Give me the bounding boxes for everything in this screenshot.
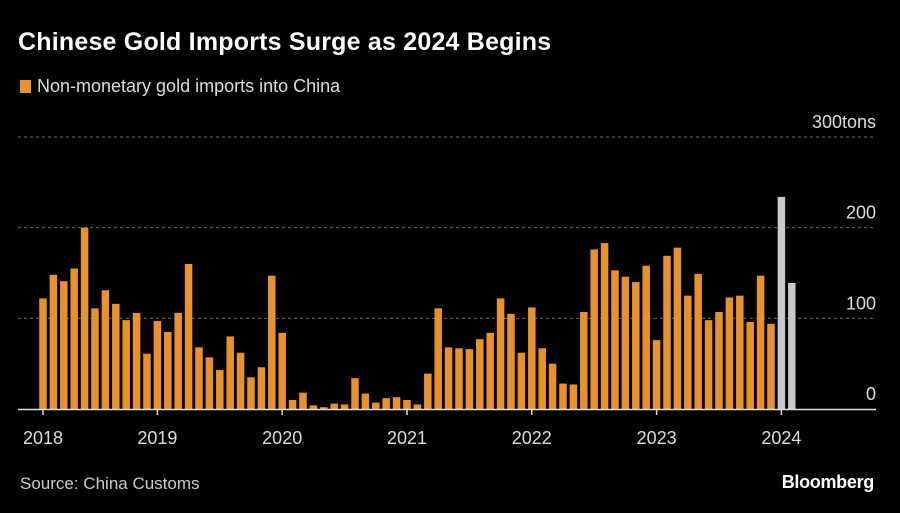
- bar: [153, 321, 162, 409]
- bar: [195, 347, 203, 409]
- y-tick-label: 0: [866, 384, 876, 404]
- bar: [226, 336, 234, 409]
- bar: [122, 320, 130, 409]
- bar: [340, 404, 349, 409]
- bar: [590, 249, 598, 409]
- bar: [715, 311, 723, 409]
- bar: [299, 392, 307, 409]
- bar: [548, 363, 557, 409]
- bar: [80, 227, 89, 409]
- bar: [507, 313, 515, 409]
- bar: [60, 281, 68, 409]
- bar: [288, 399, 297, 409]
- y-tick-label: 100: [846, 293, 876, 313]
- legend-swatch: [20, 80, 31, 93]
- bar: [382, 398, 390, 409]
- bar: [756, 275, 765, 409]
- bar: [580, 311, 588, 409]
- bar: [330, 403, 338, 409]
- bar: [184, 263, 193, 409]
- bar: [403, 399, 411, 409]
- chart-title: Chinese Gold Imports Surge as 2024 Begin…: [18, 28, 552, 56]
- bar: [132, 312, 141, 409]
- bar: [320, 407, 328, 409]
- bar: [101, 290, 110, 409]
- bar: [91, 308, 99, 409]
- bar: [268, 275, 276, 409]
- y-tick-label: 300tons: [812, 112, 876, 132]
- bar: [725, 297, 734, 409]
- bar: [684, 295, 692, 409]
- bar: [372, 402, 380, 409]
- bar: [736, 295, 744, 409]
- bar: [434, 308, 442, 409]
- bar: [496, 298, 505, 409]
- bar: [663, 255, 671, 409]
- x-tick-label: 2023: [637, 428, 677, 448]
- bar: [236, 352, 245, 409]
- bar: [694, 273, 702, 409]
- bar: [247, 377, 255, 409]
- bar: [70, 268, 78, 409]
- legend: Non-monetary gold imports into China: [20, 76, 340, 97]
- bar: [642, 265, 650, 409]
- bar: [538, 348, 546, 409]
- bar: [777, 196, 786, 409]
- y-tick-label: 200: [846, 203, 876, 223]
- bar: [600, 243, 609, 409]
- x-tick-label: 2020: [262, 428, 302, 448]
- bar: [278, 332, 286, 409]
- bar: [517, 352, 526, 409]
- bar: [361, 393, 370, 409]
- bar: [621, 276, 630, 409]
- bar: [112, 303, 120, 409]
- bar: [767, 323, 775, 409]
- bar: [164, 331, 172, 409]
- bar: [704, 320, 713, 409]
- source-note: Source: China Customs: [20, 474, 200, 493]
- bar: [351, 378, 359, 409]
- bar: [673, 247, 682, 409]
- bar: [174, 312, 182, 409]
- bar: [528, 307, 536, 409]
- x-tick-label: 2021: [387, 428, 427, 448]
- bar: [465, 349, 474, 409]
- bar: [559, 383, 567, 409]
- bar: [632, 282, 640, 409]
- bar: [392, 397, 401, 409]
- bar: [611, 270, 619, 409]
- bloomberg-logo: Bloomberg: [781, 472, 875, 492]
- bar: [424, 373, 432, 409]
- bar: [746, 321, 754, 409]
- x-tick-label: 2019: [137, 428, 177, 448]
- bar: [652, 340, 661, 409]
- x-tick-label: 2022: [512, 428, 552, 448]
- bar: [444, 347, 453, 409]
- bar: [49, 274, 58, 409]
- bar: [476, 339, 484, 409]
- legend-label: Non-monetary gold imports into China: [37, 76, 341, 96]
- bar: [257, 367, 266, 409]
- bar: [216, 370, 224, 409]
- bar: [205, 357, 214, 409]
- x-tick-label: 2024: [761, 428, 801, 448]
- bar: [569, 384, 578, 409]
- bar: [39, 298, 47, 409]
- bar: [486, 332, 494, 409]
- bar: [455, 348, 463, 409]
- bar: [143, 353, 151, 409]
- bar: [788, 282, 796, 409]
- bar: [413, 404, 422, 409]
- x-tick-label: 2018: [23, 428, 63, 448]
- bar: [309, 405, 318, 409]
